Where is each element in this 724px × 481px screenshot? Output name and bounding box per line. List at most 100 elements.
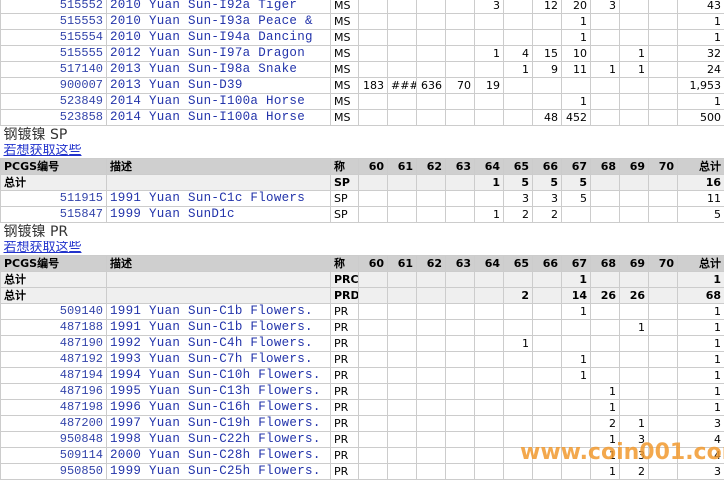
grade-count: 2 (503, 287, 533, 304)
description[interactable]: 2010 Yuan Sun-I92a Tiger (106, 0, 331, 14)
pcgs-number[interactable]: 515552 (0, 0, 107, 14)
grade-count (387, 29, 417, 46)
grade-count (474, 109, 504, 126)
pcgs-number[interactable]: 950850 (0, 463, 107, 480)
grade-count: 1 (561, 367, 591, 384)
pcgs-number[interactable]: 487196 (0, 383, 107, 400)
pcgs-number[interactable]: 487190 (0, 335, 107, 352)
grade-count: 1 (619, 319, 649, 336)
data-row: 523858 2014 Yuan Sun-I100a Horse MS 48 452 50… (0, 109, 724, 126)
pcgs-number[interactable]: 950848 (0, 431, 107, 448)
description[interactable]: 1991 Yuan Sun-C1b Flowers. (106, 303, 331, 320)
grade-count: 5 (503, 174, 533, 191)
grade-count (648, 29, 678, 46)
description[interactable]: 1997 Yuan Sun-C19h Flowers. (106, 415, 331, 432)
total: 1 (677, 383, 724, 400)
grade-count (358, 399, 388, 416)
grade-count (358, 271, 388, 288)
description[interactable]: 2010 Yuan Sun-I93a Peace & (106, 13, 331, 30)
grade-count (387, 335, 417, 352)
grade-count (648, 45, 678, 62)
header-grade: 62 (416, 255, 446, 272)
pcgs-number[interactable]: 515847 (0, 206, 107, 223)
grade-count: 3 (503, 190, 533, 207)
grade-count (561, 463, 591, 480)
grade-count (619, 190, 649, 207)
description[interactable]: 1996 Yuan Sun-C16h Flowers. (106, 399, 331, 416)
data-row: 515554 2010 Yuan Sun-I94a Dancing MS 1 1 (0, 29, 724, 46)
description[interactable]: 2014 Yuan Sun-I100a Horse (106, 93, 331, 110)
grade-count (590, 335, 620, 352)
grade-count (358, 463, 388, 480)
description[interactable]: 1995 Yuan Sun-C13h Flowers. (106, 383, 331, 400)
grade-count (532, 303, 562, 320)
designation: MS (330, 45, 359, 62)
pcgs-number[interactable]: 515553 (0, 13, 107, 30)
grade-count (387, 206, 417, 223)
pcgs-number[interactable]: 515555 (0, 45, 107, 62)
description[interactable]: 1991 Yuan Sun-C1c Flowers (106, 190, 331, 207)
link[interactable]: 若想获取这些 (3, 144, 82, 158)
grade-count (445, 13, 475, 30)
grade-count (532, 319, 562, 336)
pcgs-number[interactable]: 487198 (0, 399, 107, 416)
description[interactable]: 2000 Yuan Sun-C28h Flowers. (106, 447, 331, 464)
grade-count (445, 463, 475, 480)
pcgs-number[interactable]: 509140 (0, 303, 107, 320)
pcgs-number[interactable]: 511915 (0, 190, 107, 207)
data-row: 515553 2010 Yuan Sun-I93a Peace & MS 1 1 (0, 13, 724, 30)
pcgs-number[interactable]: 487200 (0, 415, 107, 432)
description[interactable]: 1998 Yuan Sun-C22h Flowers. (106, 431, 331, 448)
grade-count (619, 0, 649, 14)
grade-count (387, 383, 417, 400)
grade-count (474, 367, 504, 384)
watermark: www.coin001.com (520, 440, 724, 465)
link[interactable]: 若想获取这些 (3, 241, 82, 255)
total: 1 (677, 351, 724, 368)
pcgs-number[interactable]: 509114 (0, 447, 107, 464)
pcgs-number[interactable]: 523858 (0, 109, 107, 126)
description[interactable]: 2012 Yuan Sun-I97a Dragon (106, 45, 331, 62)
grade-count (474, 415, 504, 432)
grade-count (358, 109, 388, 126)
pcgs-number[interactable]: 487194 (0, 367, 107, 384)
header-grade: 61 (387, 255, 417, 272)
grade-count (445, 303, 475, 320)
grade-count (648, 351, 678, 368)
grade-count (358, 0, 388, 14)
pcgs-number[interactable]: 517140 (0, 61, 107, 78)
grade-count: 1 (561, 93, 591, 110)
grade-count (619, 13, 649, 30)
pcgs-number[interactable]: 523849 (0, 93, 107, 110)
description[interactable]: 1993 Yuan Sun-C7h Flowers. (106, 351, 331, 368)
pcgs-number[interactable]: 515554 (0, 29, 107, 46)
pcgs-number[interactable]: 900007 (0, 77, 107, 94)
grade-count (445, 206, 475, 223)
grade-count (474, 431, 504, 448)
grade-count (503, 0, 533, 14)
total: 1 (677, 29, 724, 46)
grade-count (358, 383, 388, 400)
description[interactable]: 2013 Yuan Sun-I98a Snake (106, 61, 331, 78)
description[interactable]: 1992 Yuan Sun-C4h Flowers. (106, 335, 331, 352)
description[interactable]: 1994 Yuan Sun-C10h Flowers. (106, 367, 331, 384)
grade-count (590, 109, 620, 126)
grade-count: 5 (561, 190, 591, 207)
description[interactable]: 2014 Yuan Sun-I100a Horse (106, 109, 331, 126)
designation: PRD (330, 287, 359, 304)
description[interactable]: 1999 Yuan SunD1c (106, 206, 331, 223)
grade-count: 636 (416, 77, 446, 94)
description[interactable]: 1991 Yuan Sun-C1b Flowers. (106, 319, 331, 336)
pcgs-number[interactable]: 487192 (0, 351, 107, 368)
designation: PR (330, 431, 359, 448)
description[interactable]: 1999 Yuan Sun-C25h Flowers. (106, 463, 331, 480)
grade-count: 1 (561, 303, 591, 320)
grade-count: 4 (503, 45, 533, 62)
pcgs-number[interactable]: 487188 (0, 319, 107, 336)
grade-count (532, 77, 562, 94)
grade-count (445, 335, 475, 352)
description[interactable]: 2010 Yuan Sun-I94a Dancing (106, 29, 331, 46)
grade-count (474, 351, 504, 368)
description[interactable]: 2013 Yuan Sun-D39 (106, 77, 331, 94)
